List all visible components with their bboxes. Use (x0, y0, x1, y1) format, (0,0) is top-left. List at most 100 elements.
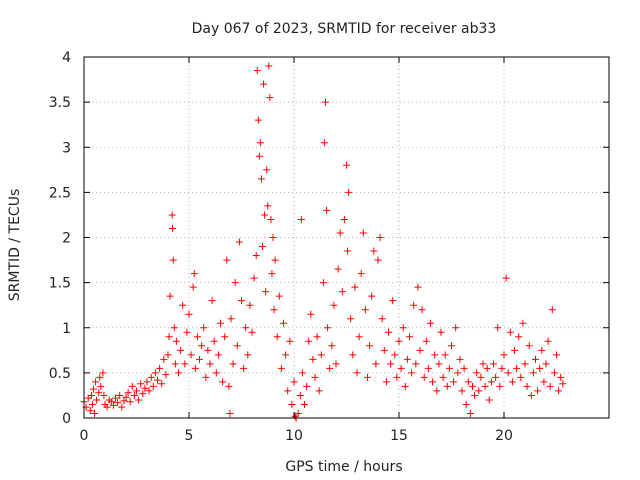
data-point (223, 256, 231, 264)
data-point (297, 215, 305, 223)
data-point (124, 389, 132, 397)
data-point (557, 373, 565, 381)
data-point (164, 351, 172, 359)
y-tick-label: 0.5 (49, 366, 71, 382)
data-point (246, 301, 254, 309)
data-point (298, 369, 306, 377)
data-point (275, 292, 283, 300)
data-point (282, 351, 290, 359)
data-point (160, 355, 168, 363)
data-point (334, 265, 342, 273)
data-point (422, 337, 430, 345)
data-point (382, 378, 390, 386)
data-point (235, 238, 243, 246)
data-point (448, 342, 455, 350)
data-point (336, 229, 344, 237)
data-point (364, 373, 371, 381)
data-point (229, 360, 237, 368)
data-point (525, 342, 533, 350)
data-point (454, 369, 462, 377)
data-point (254, 116, 262, 124)
data-point (263, 166, 271, 174)
data-point (118, 403, 126, 411)
data-point (323, 206, 331, 214)
data-point (529, 369, 537, 377)
data-point (401, 382, 409, 390)
data-point (517, 373, 525, 381)
data-point (445, 364, 453, 372)
data-point (170, 324, 178, 332)
data-point (344, 247, 352, 255)
data-point (492, 373, 500, 381)
data-point (175, 369, 182, 377)
data-point (385, 328, 392, 336)
data-point (504, 369, 512, 377)
data-point (301, 400, 308, 408)
data-point (506, 328, 514, 336)
data-point (179, 301, 187, 309)
data-point (189, 283, 197, 291)
data-point (515, 333, 523, 341)
data-point (165, 333, 173, 341)
data-point (169, 256, 177, 264)
data-point (452, 324, 460, 332)
data-point (368, 292, 376, 300)
data-point (439, 373, 447, 381)
data-point (128, 382, 136, 390)
data-point (250, 274, 258, 282)
data-point (248, 328, 256, 336)
data-point (403, 355, 411, 363)
data-point (343, 161, 350, 169)
data-point (227, 315, 235, 323)
data-point (427, 319, 434, 327)
data-point (288, 400, 296, 408)
data-point (268, 270, 276, 278)
data-point (212, 369, 220, 377)
data-point (233, 342, 241, 350)
data-point (162, 371, 170, 379)
data-point (376, 234, 384, 241)
data-point (204, 346, 212, 354)
data-point (191, 364, 199, 372)
data-point (109, 401, 117, 409)
data-point (420, 373, 428, 381)
data-point (475, 387, 483, 395)
data-point (256, 139, 264, 147)
data-point (171, 360, 179, 368)
data-point (338, 288, 346, 296)
x-tick-label: 0 (80, 428, 89, 444)
data-point (534, 387, 542, 395)
data-point (307, 310, 315, 318)
data-point (410, 301, 418, 309)
data-point (280, 319, 287, 327)
data-point (231, 279, 239, 287)
data-point (264, 202, 272, 210)
data-point (158, 380, 166, 388)
data-point (546, 382, 554, 390)
data-point (107, 398, 115, 406)
data-point (112, 394, 119, 402)
data-point (361, 306, 369, 314)
data-point (126, 398, 134, 406)
data-point (372, 360, 380, 368)
data-point (536, 364, 544, 372)
y-tick-label: 3.5 (49, 95, 71, 111)
data-point (103, 403, 111, 411)
data-point (466, 409, 474, 417)
data-point (355, 333, 363, 341)
data-point (414, 283, 422, 291)
data-point (481, 382, 489, 390)
data-point (266, 94, 274, 102)
data-point (259, 243, 266, 251)
data-point (166, 292, 174, 300)
data-point (487, 378, 495, 386)
data-point (500, 351, 508, 359)
y-tick-label: 2.5 (49, 185, 71, 201)
data-point (137, 380, 145, 388)
data-point (477, 373, 485, 381)
data-point (305, 337, 313, 345)
data-point (397, 364, 405, 372)
data-point (319, 279, 327, 287)
data-point (242, 324, 250, 332)
data-point (544, 337, 552, 345)
